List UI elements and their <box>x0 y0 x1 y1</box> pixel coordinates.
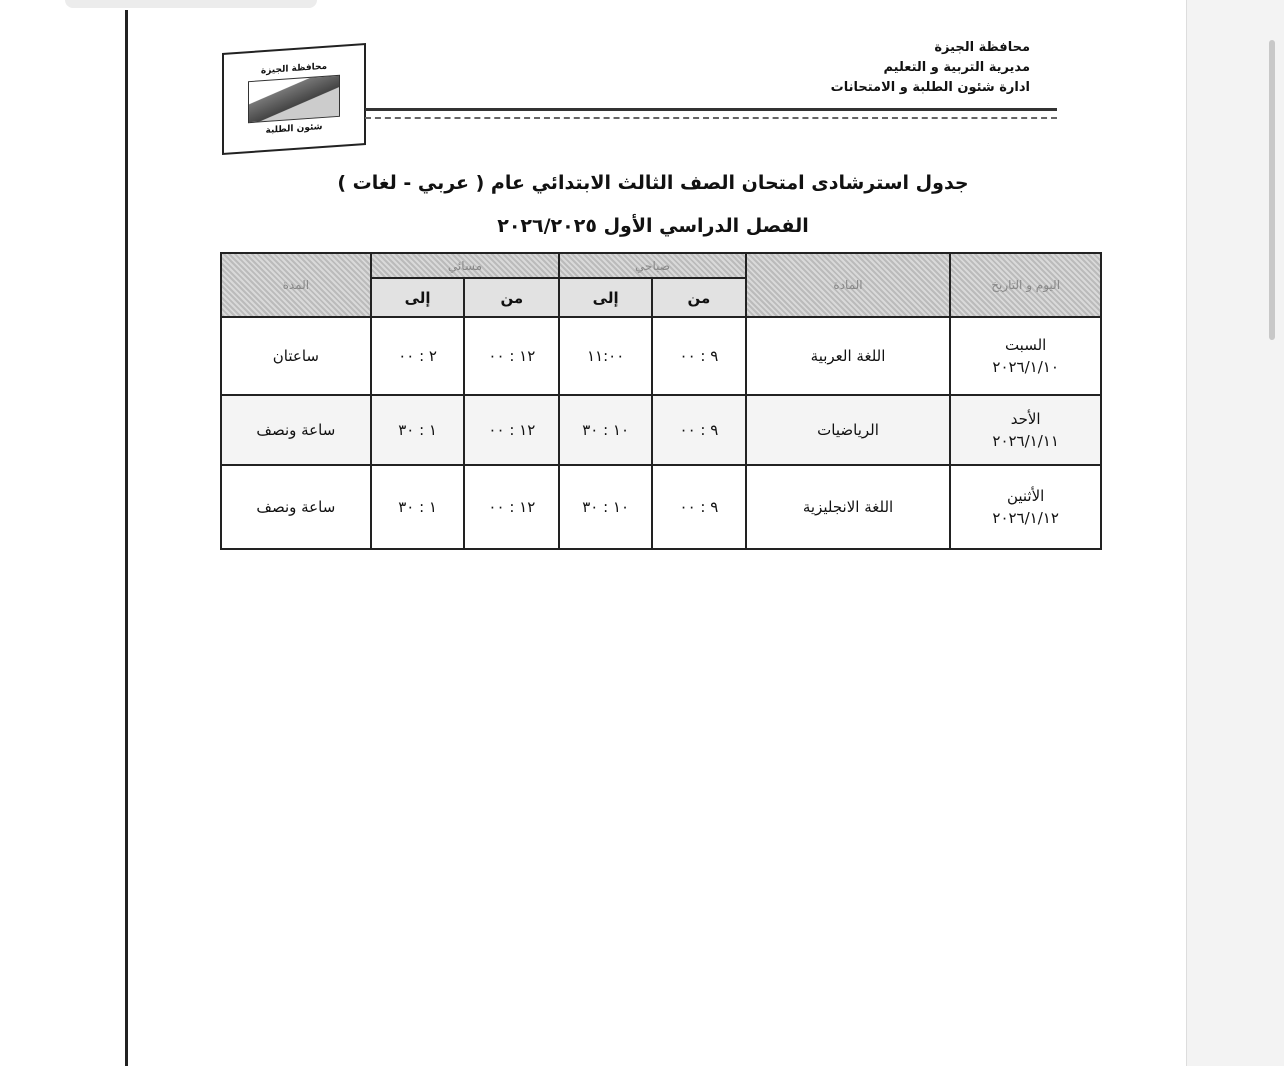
scrollbar[interactable] <box>1269 40 1275 340</box>
mountain-icon <box>248 74 340 124</box>
header-to: إلى <box>558 277 654 318</box>
table-row: الأحد ٢٠٢٦/١/١١ الرياضيات ٩ : ٠٠ ١٠ : ٣٠ … <box>220 394 1102 466</box>
date: ٢٠٢٦/١/١٢ <box>992 509 1059 527</box>
organization-header: محافظة الجيزة مديرية التربية و التعليم ا… <box>831 38 1030 98</box>
logo: محافظة الجيزة شئون الطلبة <box>222 42 366 156</box>
morning-to: ١٠ : ٣٠ <box>558 394 654 466</box>
evening-from: ١٢ : ٠٠ <box>463 464 561 550</box>
evening-to: ١ : ٣٠ <box>369 464 466 550</box>
header-subject: المادة <box>744 252 952 318</box>
morning-from: ٩ : ٠٠ <box>651 316 747 396</box>
header-duration: المدة <box>220 252 372 318</box>
evening-to: ١ : ٣٠ <box>369 394 466 466</box>
header-from: من <box>463 277 561 318</box>
page-subtitle: الفصل الدراسي الأول ٢٠٢٦/٢٠٢٥ <box>497 215 809 237</box>
header-day: اليوم و التاريخ <box>949 252 1102 318</box>
logo-text: محافظة الجيزة <box>260 61 328 77</box>
divider <box>365 108 1057 119</box>
directorate: مديرية التربية و التعليم <box>883 60 1030 75</box>
department: ادارة شئون الطلبة و الامتحانات <box>830 80 1030 95</box>
subject-cell: اللغة العربية <box>744 316 952 396</box>
subject-cell: اللغة الانجليزية <box>744 464 952 550</box>
day-cell: السبت ٢٠٢٦/١/١٠ <box>949 316 1102 396</box>
date: ٢٠٢٦/١/١١ <box>992 432 1059 450</box>
duration-cell: ساعة ونصف <box>220 464 372 550</box>
subject-cell: الرياضيات <box>744 394 952 466</box>
evening-from: ١٢ : ٠٠ <box>463 394 561 466</box>
morning-to: ١٠ : ٣٠ <box>558 464 654 550</box>
morning-to: ١١:٠٠ <box>558 316 654 396</box>
morning-from: ٩ : ٠٠ <box>651 464 747 550</box>
duration-cell: ساعتان <box>220 316 372 396</box>
evening-from: ١٢ : ٠٠ <box>463 316 561 396</box>
day: الأثنين <box>1006 487 1045 505</box>
side-strip <box>1186 0 1284 1066</box>
top-tab <box>65 0 317 8</box>
day: السبت <box>1004 336 1047 354</box>
page-edge <box>125 10 128 1066</box>
table-row: الأثنين ٢٠٢٦/١/١٢ اللغة الانجليزية ٩ : ٠٠… <box>220 464 1102 550</box>
duration-cell: ساعة ونصف <box>220 394 372 466</box>
header-morning: صباحي <box>558 252 747 279</box>
logo-text: شئون الطلبة <box>265 122 323 136</box>
day: الأحد <box>1010 410 1041 428</box>
date: ٢٠٢٦/١/١٠ <box>992 358 1059 376</box>
exam-schedule-table: اليوم و التاريخ المادة صباحي مسائي المدة… <box>220 252 1102 550</box>
table-row: السبت ٢٠٢٦/١/١٠ اللغة العربية ٩ : ٠٠ ١١:٠… <box>220 316 1102 396</box>
header-evening: مسائي <box>369 252 561 279</box>
governorate: محافظة الجيزة <box>934 40 1030 55</box>
morning-from: ٩ : ٠٠ <box>651 394 747 466</box>
header-to: إلى <box>369 277 466 318</box>
evening-to: ٢ : ٠٠ <box>369 316 466 396</box>
day-cell: الأثنين ٢٠٢٦/١/١٢ <box>949 464 1102 550</box>
day-cell: الأحد ٢٠٢٦/١/١١ <box>949 394 1102 466</box>
page-title: جدول استرشادى امتحان الصف الثالث الابتدا… <box>337 172 969 194</box>
header-from: من <box>651 277 747 318</box>
